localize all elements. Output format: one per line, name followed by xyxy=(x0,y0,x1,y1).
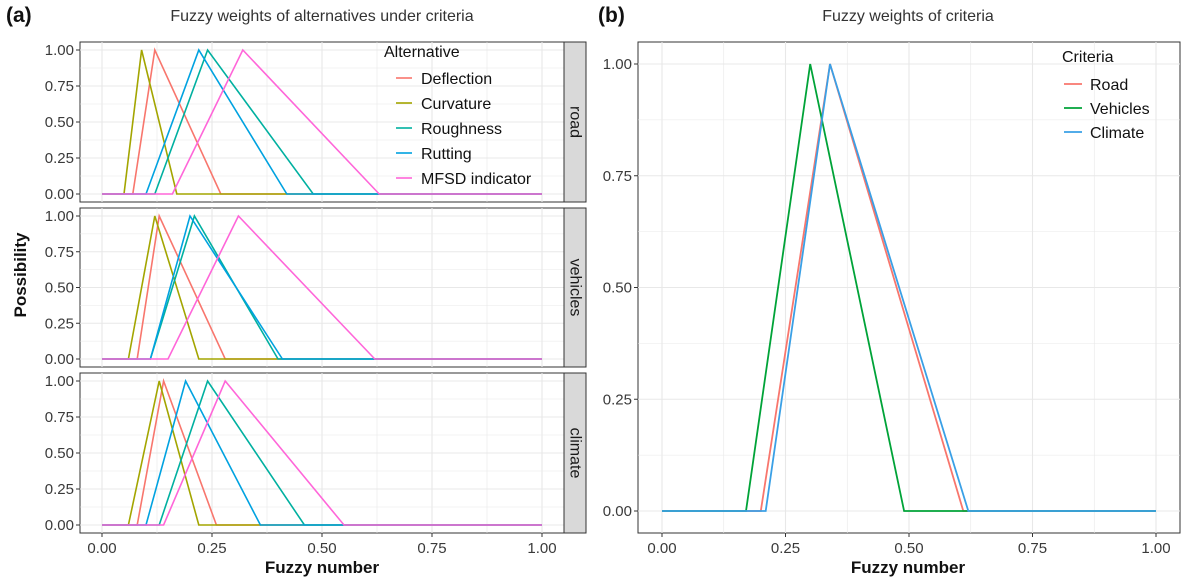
y-tick-label: 1.00 xyxy=(603,56,632,73)
y-tick-label: 0.25 xyxy=(45,315,74,332)
series-line-climate xyxy=(662,63,1156,512)
legend-item-road: Road xyxy=(1064,77,1128,94)
panel-b-legend-title: Criteria xyxy=(1062,49,1114,66)
panel-b-plot: 0.00 0.25 0.50 0.75 1.00 0.00 0.25 0.50 0.75 1.00 xyxy=(603,41,1181,557)
series-line-mfsd-indicator xyxy=(102,214,542,360)
legend-item-climate: Climate xyxy=(1064,125,1144,142)
x-tick-label: 1.00 xyxy=(1141,540,1170,557)
facet-climate: 0.00 0.25 0.50 0.75 1.00 climate 0.00 0.25 0.50 0… xyxy=(45,372,587,557)
y-tick-label: 0.25 xyxy=(45,481,74,498)
panel-a-title: Fuzzy weights of alternatives under crit… xyxy=(170,8,473,25)
y-tick-label: 0.50 xyxy=(45,114,74,131)
legend-label-climate: Climate xyxy=(1090,125,1144,142)
facet-vehicles: 0.00 0.25 0.50 0.75 1.00 vehicles xyxy=(45,207,587,368)
x-tick-label: 0.25 xyxy=(197,540,226,557)
facet-road: 0.00 0.25 0.50 0.75 1.00 road xyxy=(45,41,587,203)
x-tick-label: 0.75 xyxy=(1018,540,1047,557)
y-tick-label: 1.00 xyxy=(45,42,74,59)
facet-strip xyxy=(563,207,587,368)
y-tick-label: 0.25 xyxy=(45,150,74,167)
legend-label-mfsd-indicator: MFSD indicator xyxy=(421,171,532,188)
legend-item-vehicles: Vehicles xyxy=(1064,101,1150,118)
y-tick-label: 1.00 xyxy=(45,208,74,225)
y-tick-label: 0.50 xyxy=(45,280,74,297)
facet-strip-label: road xyxy=(567,106,584,138)
y-tick-label: 0.75 xyxy=(45,78,74,95)
facet-strip-label: climate xyxy=(567,428,584,479)
y-tick-label: 1.00 xyxy=(45,373,74,390)
y-tick-label: 0.25 xyxy=(603,391,632,408)
legend-label-vehicles: Vehicles xyxy=(1090,101,1150,118)
legend-item-roughness: Roughness xyxy=(396,121,502,138)
y-tick-label: 0.00 xyxy=(603,503,632,520)
panel-a-tag: (a) xyxy=(6,4,32,27)
legend-item-deflection: Deflection xyxy=(396,71,492,88)
facet-strip xyxy=(563,41,587,203)
series-line-mfsd-indicator xyxy=(102,48,542,195)
y-tick-label: 0.00 xyxy=(45,351,74,368)
legend-item-rutting: Rutting xyxy=(396,146,472,163)
legend-label-curvature: Curvature xyxy=(421,96,491,113)
panel-a-x-axis-title: Fuzzy number xyxy=(265,558,380,577)
legend-item-curvature: Curvature xyxy=(396,96,491,113)
x-tick-label: 0.25 xyxy=(771,540,800,557)
x-tick-label: 0.50 xyxy=(307,540,336,557)
legend-label-roughness: Roughness xyxy=(421,121,502,138)
x-tick-label: 0.00 xyxy=(87,540,116,557)
panel-a-legend: Alternative Deflection Curvature Roughne… xyxy=(384,44,532,188)
y-tick-label: 0.50 xyxy=(603,280,632,297)
legend-label-deflection: Deflection xyxy=(421,71,492,88)
panel-a-y-axis-title: Possibility xyxy=(11,232,30,318)
x-tick-label: 0.50 xyxy=(894,540,923,557)
panel-b-title: Fuzzy weights of criteria xyxy=(822,8,994,25)
x-tick-label: 0.00 xyxy=(647,540,676,557)
x-tick-label: 0.75 xyxy=(417,540,446,557)
legend-label-rutting: Rutting xyxy=(421,146,472,163)
facet-strip xyxy=(563,372,587,534)
x-tick-label: 1.00 xyxy=(527,540,556,557)
y-tick-label: 0.50 xyxy=(45,445,74,462)
panel-b-x-axis-title: Fuzzy number xyxy=(851,558,966,577)
facet-strip-label: vehicles xyxy=(567,259,584,317)
panel-b-tag: (b) xyxy=(598,4,625,27)
y-tick-label: 0.00 xyxy=(45,517,74,534)
y-tick-label: 0.75 xyxy=(45,409,74,426)
panel-b-legend: Criteria Road Vehicles Climate xyxy=(1062,49,1150,142)
legend-item-mfsd-indicator: MFSD indicator xyxy=(396,171,532,188)
y-tick-label: 0.75 xyxy=(45,244,74,261)
y-tick-label: 0.00 xyxy=(45,186,74,203)
panel-a-plot: 0.00 0.25 0.50 0.75 1.00 road 0.00 0.25 0.50 0.75… xyxy=(45,41,587,557)
series-line-mfsd-indicator xyxy=(102,379,542,526)
legend-label-road: Road xyxy=(1090,77,1128,94)
panel-a-legend-title: Alternative xyxy=(384,44,460,61)
y-tick-label: 0.75 xyxy=(603,168,632,185)
